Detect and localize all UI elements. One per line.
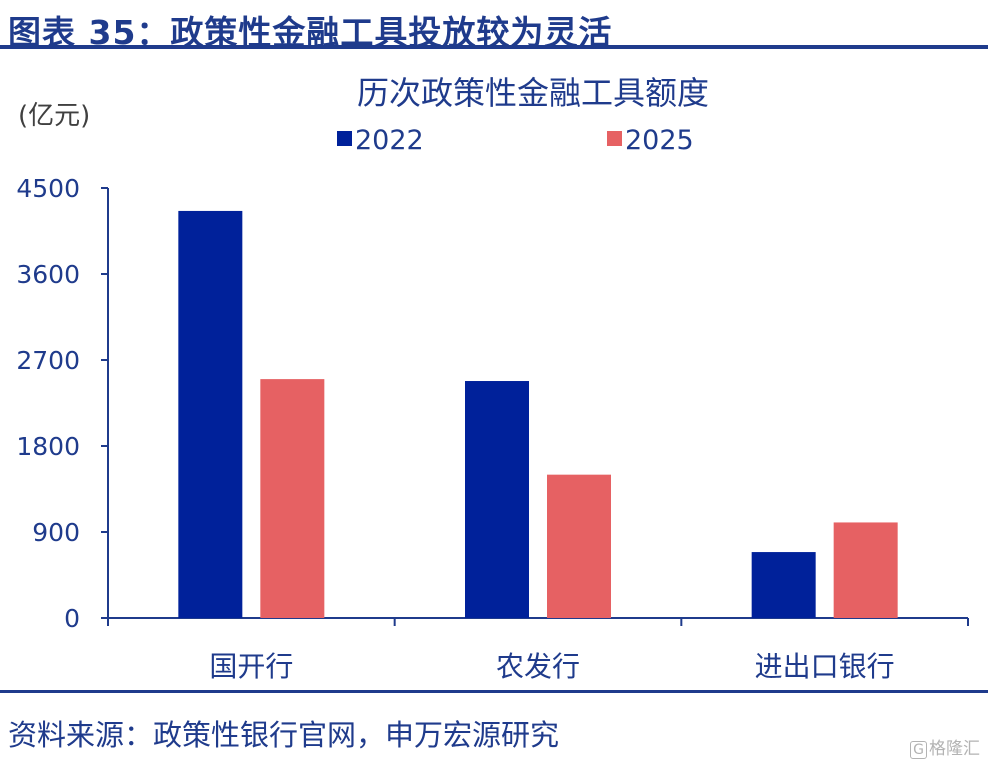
watermark: G 格隆汇 [910,734,980,759]
watermark-text: 格隆汇 [929,739,980,759]
chart-title: 历次政策性金融工具额度 [357,74,709,112]
y-tick-label: 3600 [16,260,80,289]
axes: 0 900 1800 2700 3600 4500 国开行 农发行 进出口银行 [16,174,969,683]
y-tick-label: 1800 [16,432,80,461]
bar-chart: 历次政策性金融工具额度 (亿元) 2022 2025 0 900 1800 2700 36… [16,74,969,683]
watermark-logo-icon: G [910,741,927,759]
legend-label-2025: 2025 [625,125,694,156]
legend: 2022 2025 [337,125,694,156]
bar-2025-2 [547,474,611,618]
bar-2022-3 [751,552,816,618]
legend-swatch-2025 [607,131,622,146]
bottom-rule [0,690,988,693]
source-note: 资料来源：政策性银行官网，申万宏源研究 [8,718,560,752]
x-tick-label: 农发行 [496,650,580,683]
legend-label-2022: 2022 [355,125,424,156]
y-tick-label: 0 [64,604,80,633]
x-tick-label: 国开行 [209,650,293,683]
legend-swatch-2022 [337,131,352,146]
y-axis-unit-label: (亿元) [18,101,90,131]
bar-2025-1 [260,379,325,618]
y-tick-label: 2700 [16,346,80,375]
x-tick-label: 进出口银行 [755,650,895,683]
bar-2025-3 [833,522,898,618]
y-tick-label: 900 [32,518,80,547]
bar-2022-2 [465,381,529,618]
top-rule [0,45,988,49]
bar-2022-1 [178,210,243,618]
bars [178,210,898,618]
y-tick-label: 4500 [16,174,80,203]
